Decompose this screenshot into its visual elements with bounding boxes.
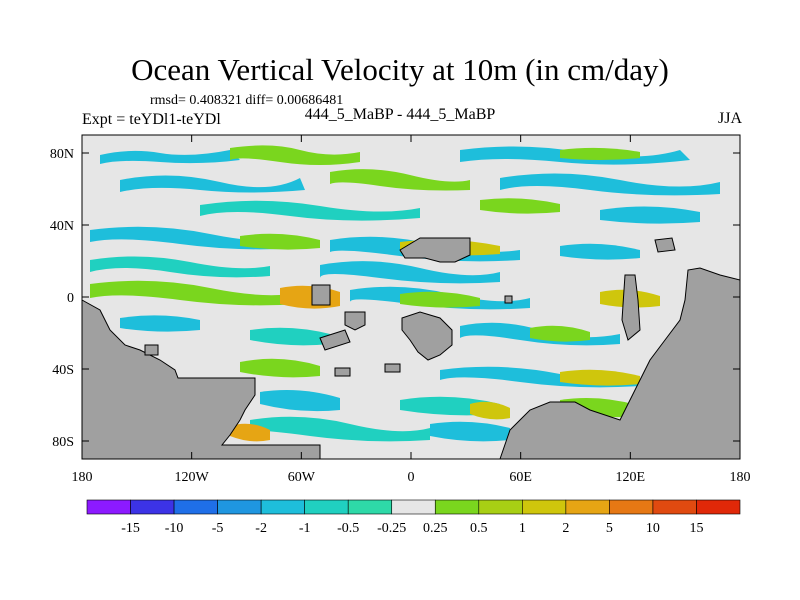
colorbar-swatch	[86, 499, 131, 515]
colorbar-label: -1	[299, 521, 311, 536]
colorbar-label: 15	[689, 521, 703, 536]
season-label: JJA	[717, 110, 742, 127]
land-island	[654, 237, 676, 253]
streak	[560, 147, 640, 160]
x-tick-label: 120W	[175, 470, 210, 485]
colorbar-label: -5	[212, 521, 224, 536]
colorbar-swatch	[304, 499, 349, 515]
streak	[100, 150, 240, 164]
streak	[430, 421, 510, 442]
land-antarctica-east	[499, 267, 741, 460]
colorbar-label: 5	[606, 521, 613, 536]
colorbar-swatch	[478, 499, 523, 515]
streak	[500, 173, 720, 196]
streak	[240, 358, 320, 378]
streak	[330, 169, 470, 191]
land-island	[334, 367, 351, 377]
colorbar-swatch	[652, 499, 697, 515]
streak	[240, 233, 320, 250]
x-axis: 180 120W 60W 0 60E 120E 180	[72, 135, 751, 485]
colorbar-label: -0.25	[377, 521, 406, 536]
colorbar-label: 0.5	[470, 521, 488, 536]
streak	[260, 390, 340, 412]
streak	[120, 315, 200, 332]
colorbar-label: 10	[646, 521, 660, 536]
colorbar-label: -2	[255, 521, 267, 536]
colorbar-label: 1	[519, 521, 526, 536]
x-tick-label: 180	[72, 470, 93, 485]
colorbar-label: 2	[562, 521, 569, 536]
land-island	[621, 274, 641, 341]
streak	[230, 423, 270, 442]
colorbar-swatch	[130, 499, 175, 515]
land-island	[144, 344, 159, 356]
land-island	[311, 284, 331, 306]
land-masses	[81, 237, 741, 460]
colorbar-label: -0.5	[337, 521, 359, 536]
colorbar-swatch	[565, 499, 610, 515]
colorbar-label: 0.25	[423, 521, 448, 536]
colorbar-swatch	[173, 499, 218, 515]
experiment-label: Expt = teYDl1-teYDl	[82, 111, 221, 128]
y-tick-label: 40S	[52, 363, 74, 378]
streak	[600, 206, 700, 224]
colorbar-label: -10	[165, 521, 184, 536]
streak	[480, 198, 560, 214]
x-tick-label: 60W	[288, 470, 316, 485]
x-tick-label: 60E	[509, 470, 532, 485]
streak	[250, 327, 330, 346]
streak	[320, 261, 500, 284]
streak	[560, 369, 640, 386]
x-tick-label: 120E	[616, 470, 646, 485]
colorbar-swatch	[217, 499, 262, 515]
x-tick-label: 0	[408, 470, 415, 485]
plot-area	[81, 134, 741, 460]
velocity-streaks	[90, 145, 720, 442]
land-island	[344, 311, 366, 331]
streak	[90, 280, 300, 306]
y-axis: 80N 40N 0 40S 80S	[50, 147, 740, 450]
colorbar-swatch	[347, 499, 393, 515]
center-label: 444_5_MaBP - 444_5_MaBP	[304, 106, 496, 123]
colorbar-swatch	[260, 499, 305, 515]
streak	[200, 200, 420, 221]
colorbar: -15 -10 -5 -2 -1 -0.5 -0.25 0.25 0.5 1 2 5 10 15	[86, 499, 741, 536]
streak	[250, 416, 430, 442]
land-island	[504, 295, 513, 304]
colorbar-swatch	[609, 499, 654, 515]
stats-label: rmsd= 0.408321 diff= 0.00686481	[150, 93, 344, 108]
streak	[400, 291, 480, 308]
y-tick-label: 80S	[52, 435, 74, 450]
colorbar-swatch	[522, 499, 567, 515]
colorbar-label: -15	[121, 521, 140, 536]
streak	[560, 243, 640, 260]
colorbar-swatch	[696, 499, 741, 515]
streak	[530, 325, 590, 342]
streak	[230, 145, 360, 165]
land-island	[384, 363, 401, 373]
streak	[470, 401, 510, 420]
streak	[120, 175, 305, 193]
streak	[90, 256, 270, 278]
y-tick-label: 40N	[50, 219, 74, 234]
land-africa-south	[401, 311, 453, 361]
y-tick-label: 80N	[50, 147, 74, 162]
y-tick-label: 0	[67, 291, 74, 306]
colorbar-swatch	[391, 499, 436, 515]
chart-title: Ocean Vertical Velocity at 10m (in cm/da…	[131, 52, 669, 87]
colorbar-swatch	[434, 499, 480, 515]
x-tick-label: 180	[730, 470, 751, 485]
land-africa-north	[399, 237, 471, 263]
land-south-america	[81, 299, 321, 460]
land-island	[319, 329, 351, 351]
